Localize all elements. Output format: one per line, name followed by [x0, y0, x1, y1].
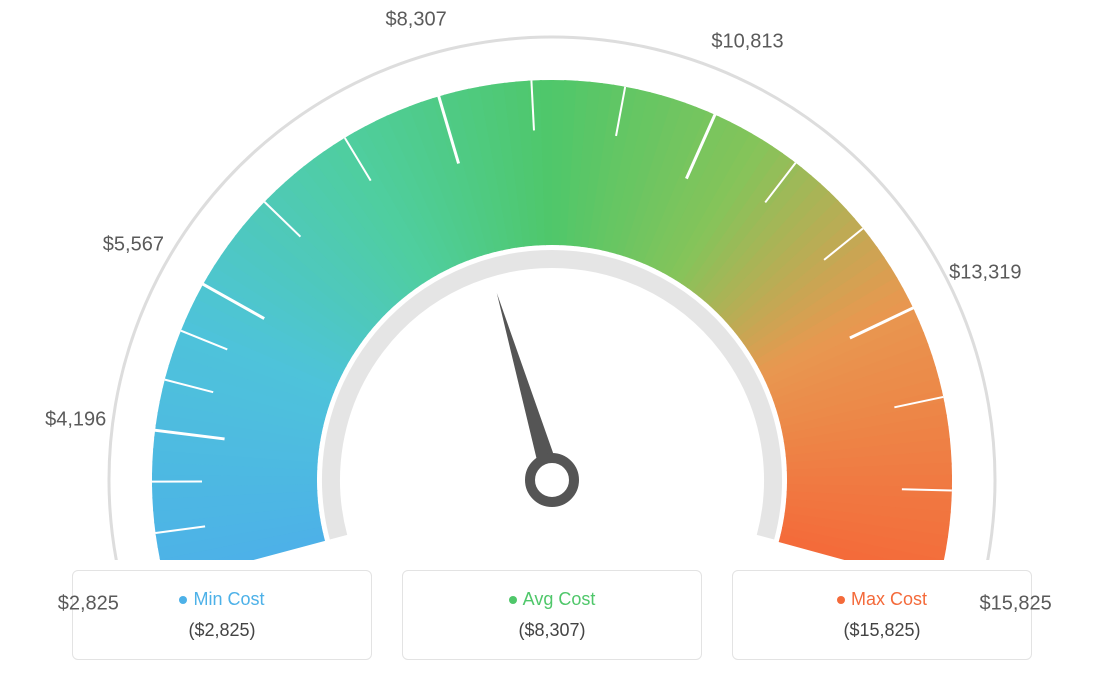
legend-row: Min Cost ($2,825) Avg Cost ($8,307) Max Cost… [0, 570, 1104, 660]
bullet-icon [179, 596, 187, 604]
gauge-svg [0, 0, 1104, 560]
legend-card: Avg Cost ($8,307) [402, 570, 702, 660]
bullet-icon [837, 596, 845, 604]
gauge-container: $2,825$4,196$5,567$8,307$10,813$13,319$1… [0, 0, 1104, 560]
legend-card-value: ($15,825) [753, 620, 1011, 641]
gauge-tick-label: $13,319 [949, 262, 1021, 285]
gauge-tick-label: $8,307 [386, 8, 447, 31]
gauge-tick-label: $15,825 [979, 593, 1051, 616]
gauge-tick-label: $5,567 [103, 234, 164, 257]
legend-card-value: ($8,307) [423, 620, 681, 641]
legend-card-title: Min Cost [93, 589, 351, 610]
gauge-tick-label: $2,825 [58, 593, 119, 616]
legend-card-value: ($2,825) [93, 620, 351, 641]
gauge-tick-label: $10,813 [711, 30, 783, 53]
bullet-icon [509, 596, 517, 604]
legend-title-text: Min Cost [193, 589, 264, 609]
legend-title-text: Max Cost [851, 589, 927, 609]
gauge-tick-label: $4,196 [45, 409, 106, 432]
legend-card-title: Avg Cost [423, 589, 681, 610]
legend-card-title: Max Cost [753, 589, 1011, 610]
legend-title-text: Avg Cost [523, 589, 596, 609]
